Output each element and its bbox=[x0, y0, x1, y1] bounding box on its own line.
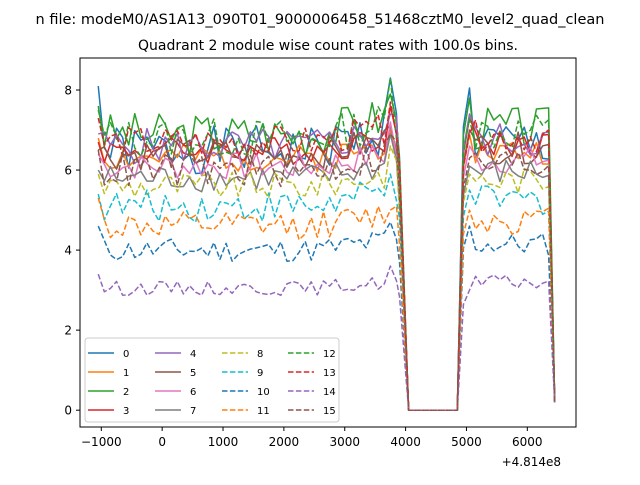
x-tick-label: 4000 bbox=[390, 435, 421, 449]
y-tick-label: 0 bbox=[64, 404, 72, 418]
x-tick-label: 0 bbox=[158, 435, 166, 449]
series-line-15 bbox=[97, 133, 556, 411]
x-axis: −1000 0 1000 2000 3000 4000 5000 6000 bbox=[81, 427, 543, 449]
y-tick-label: 4 bbox=[64, 244, 72, 258]
legend-label: 13 bbox=[323, 368, 336, 379]
y-axis: 0 2 4 6 8 bbox=[64, 84, 80, 418]
legend-label: 11 bbox=[257, 406, 270, 417]
legend-label: 15 bbox=[323, 406, 336, 417]
legend-label: 5 bbox=[190, 368, 196, 379]
chart-title: Quadrant 2 module wise count rates with … bbox=[138, 38, 518, 54]
series-line-0 bbox=[97, 77, 556, 411]
legend-label: 4 bbox=[190, 349, 196, 360]
series-layer bbox=[97, 77, 556, 411]
x-tick-label: 3000 bbox=[329, 435, 360, 449]
legend-label: 8 bbox=[257, 349, 263, 360]
series-line-13 bbox=[97, 101, 556, 411]
y-tick-label: 2 bbox=[64, 324, 72, 338]
x-tick-label: 2000 bbox=[269, 435, 300, 449]
legend-label: 14 bbox=[323, 387, 336, 398]
series-line-9 bbox=[97, 173, 556, 411]
x-tick-label: 1000 bbox=[208, 435, 239, 449]
legend-label: 7 bbox=[190, 406, 196, 417]
x-tick-label: −1000 bbox=[81, 435, 122, 449]
legend-frame bbox=[84, 337, 340, 423]
plot-border bbox=[79, 57, 577, 428]
legend-label: 10 bbox=[257, 387, 270, 398]
legend-label: 2 bbox=[123, 387, 129, 398]
legend-label: 1 bbox=[123, 368, 129, 379]
x-tick-label: 6000 bbox=[512, 435, 543, 449]
y-tick-label: 8 bbox=[64, 84, 72, 98]
y-tick-label: 6 bbox=[64, 164, 72, 178]
series-line-14 bbox=[97, 265, 556, 411]
legend-label: 9 bbox=[257, 368, 263, 379]
series-line-6 bbox=[97, 121, 556, 411]
legend-label: 6 bbox=[190, 387, 196, 398]
x-tick-label: 5000 bbox=[451, 435, 482, 449]
series-line-12 bbox=[97, 77, 556, 411]
series-line-10 bbox=[97, 221, 556, 411]
legend-label: 12 bbox=[323, 349, 336, 360]
x-offset-label: +4.814e8 bbox=[502, 455, 561, 469]
series-line-8 bbox=[97, 145, 556, 411]
figure-suptitle: n file: modeM0/AS1A13_090T01_9000006458_… bbox=[36, 12, 605, 28]
legend-label: 0 bbox=[123, 349, 129, 360]
series-line-11 bbox=[97, 197, 556, 411]
legend-label: 3 bbox=[123, 406, 129, 417]
